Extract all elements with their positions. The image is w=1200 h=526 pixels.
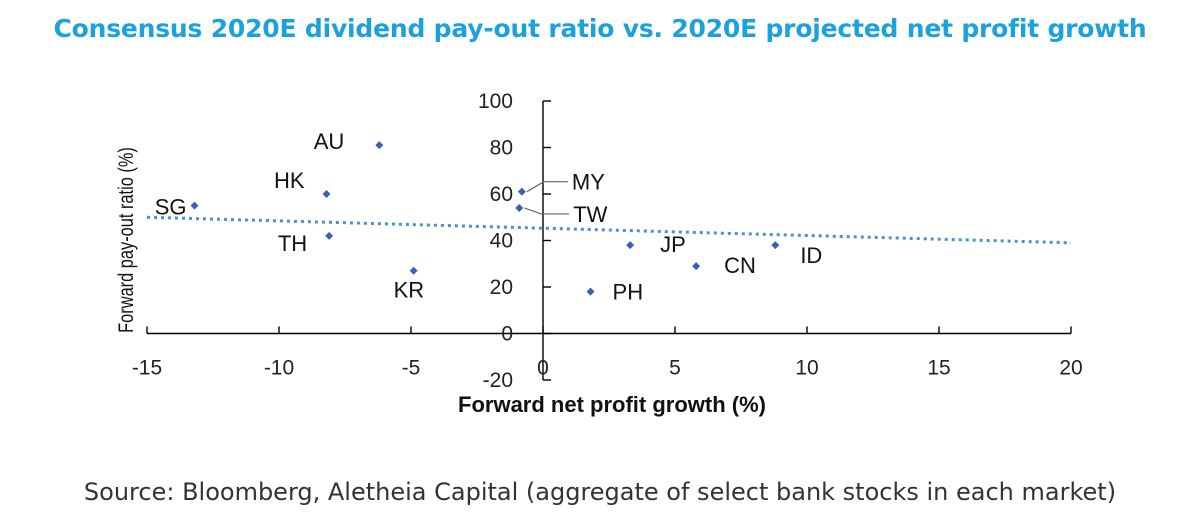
y-tick-label: 60	[490, 183, 513, 206]
point-id	[771, 241, 780, 250]
chart-title: Consensus 2020E dividend pay-out ratio v…	[53, 14, 1147, 43]
point-label-sg: SG	[155, 195, 187, 220]
data-points: AU HK SG TH KR MY TW JP CN ID PH	[155, 129, 823, 304]
x-tick-label: -5	[402, 357, 421, 380]
y-tick-label: 40	[490, 230, 513, 253]
point-label-tw: TW	[573, 202, 607, 227]
trendline-group	[146, 215, 1072, 245]
x-tick-label: 10	[795, 357, 818, 380]
y-tick-label: 20	[490, 276, 513, 299]
y-tick-label: 80	[490, 137, 513, 160]
y-axis-label: Forward pay-out ratio (%)	[114, 147, 137, 333]
scatter-chart: -15 -10 -5 0 5 10 15 20 -20 0 20 40 60 80 100 AU HK SG TH…	[114, 90, 1083, 417]
point-label-cn: CN	[724, 253, 756, 278]
point-my	[517, 187, 526, 196]
point-label-jp: JP	[660, 232, 686, 257]
point-label-id: ID	[800, 243, 822, 268]
point-jp	[626, 241, 635, 250]
point-label-th: TH	[278, 231, 307, 256]
point-label-my: MY	[572, 170, 605, 195]
point-cn	[692, 262, 701, 271]
source-note: Source: Bloomberg, Aletheia Capital (agg…	[83, 478, 1117, 506]
x-tick-label: 0	[537, 357, 549, 380]
x-axis-label: Forward net profit growth (%)	[458, 392, 766, 417]
point-au	[375, 141, 384, 150]
point-kr	[409, 266, 418, 275]
y-tick-label: 0	[501, 323, 513, 346]
chart-axes: -15 -10 -5 0 5 10 15 20 -20 0 20 40 60 80 100	[132, 90, 1083, 392]
point-sg	[190, 201, 199, 210]
point-label-au: AU	[314, 129, 345, 154]
x-tick-label: 20	[1059, 357, 1082, 380]
y-tick-label: -20	[483, 369, 513, 392]
trendline	[146, 215, 1072, 245]
point-ph	[586, 287, 595, 296]
leader-line-tw	[524, 207, 570, 215]
leader-line-my	[526, 181, 568, 193]
x-tick-label: -10	[264, 357, 294, 380]
y-tick-label: 100	[478, 90, 513, 113]
x-tick-label: -15	[132, 357, 162, 380]
point-label-hk: HK	[274, 168, 305, 193]
point-label-ph: PH	[613, 280, 644, 305]
point-label-kr: KR	[394, 278, 425, 303]
x-tick-label: 15	[927, 357, 950, 380]
point-th	[325, 231, 334, 240]
point-tw	[515, 203, 524, 212]
x-tick-label: 5	[669, 357, 681, 380]
point-hk	[322, 190, 331, 198]
